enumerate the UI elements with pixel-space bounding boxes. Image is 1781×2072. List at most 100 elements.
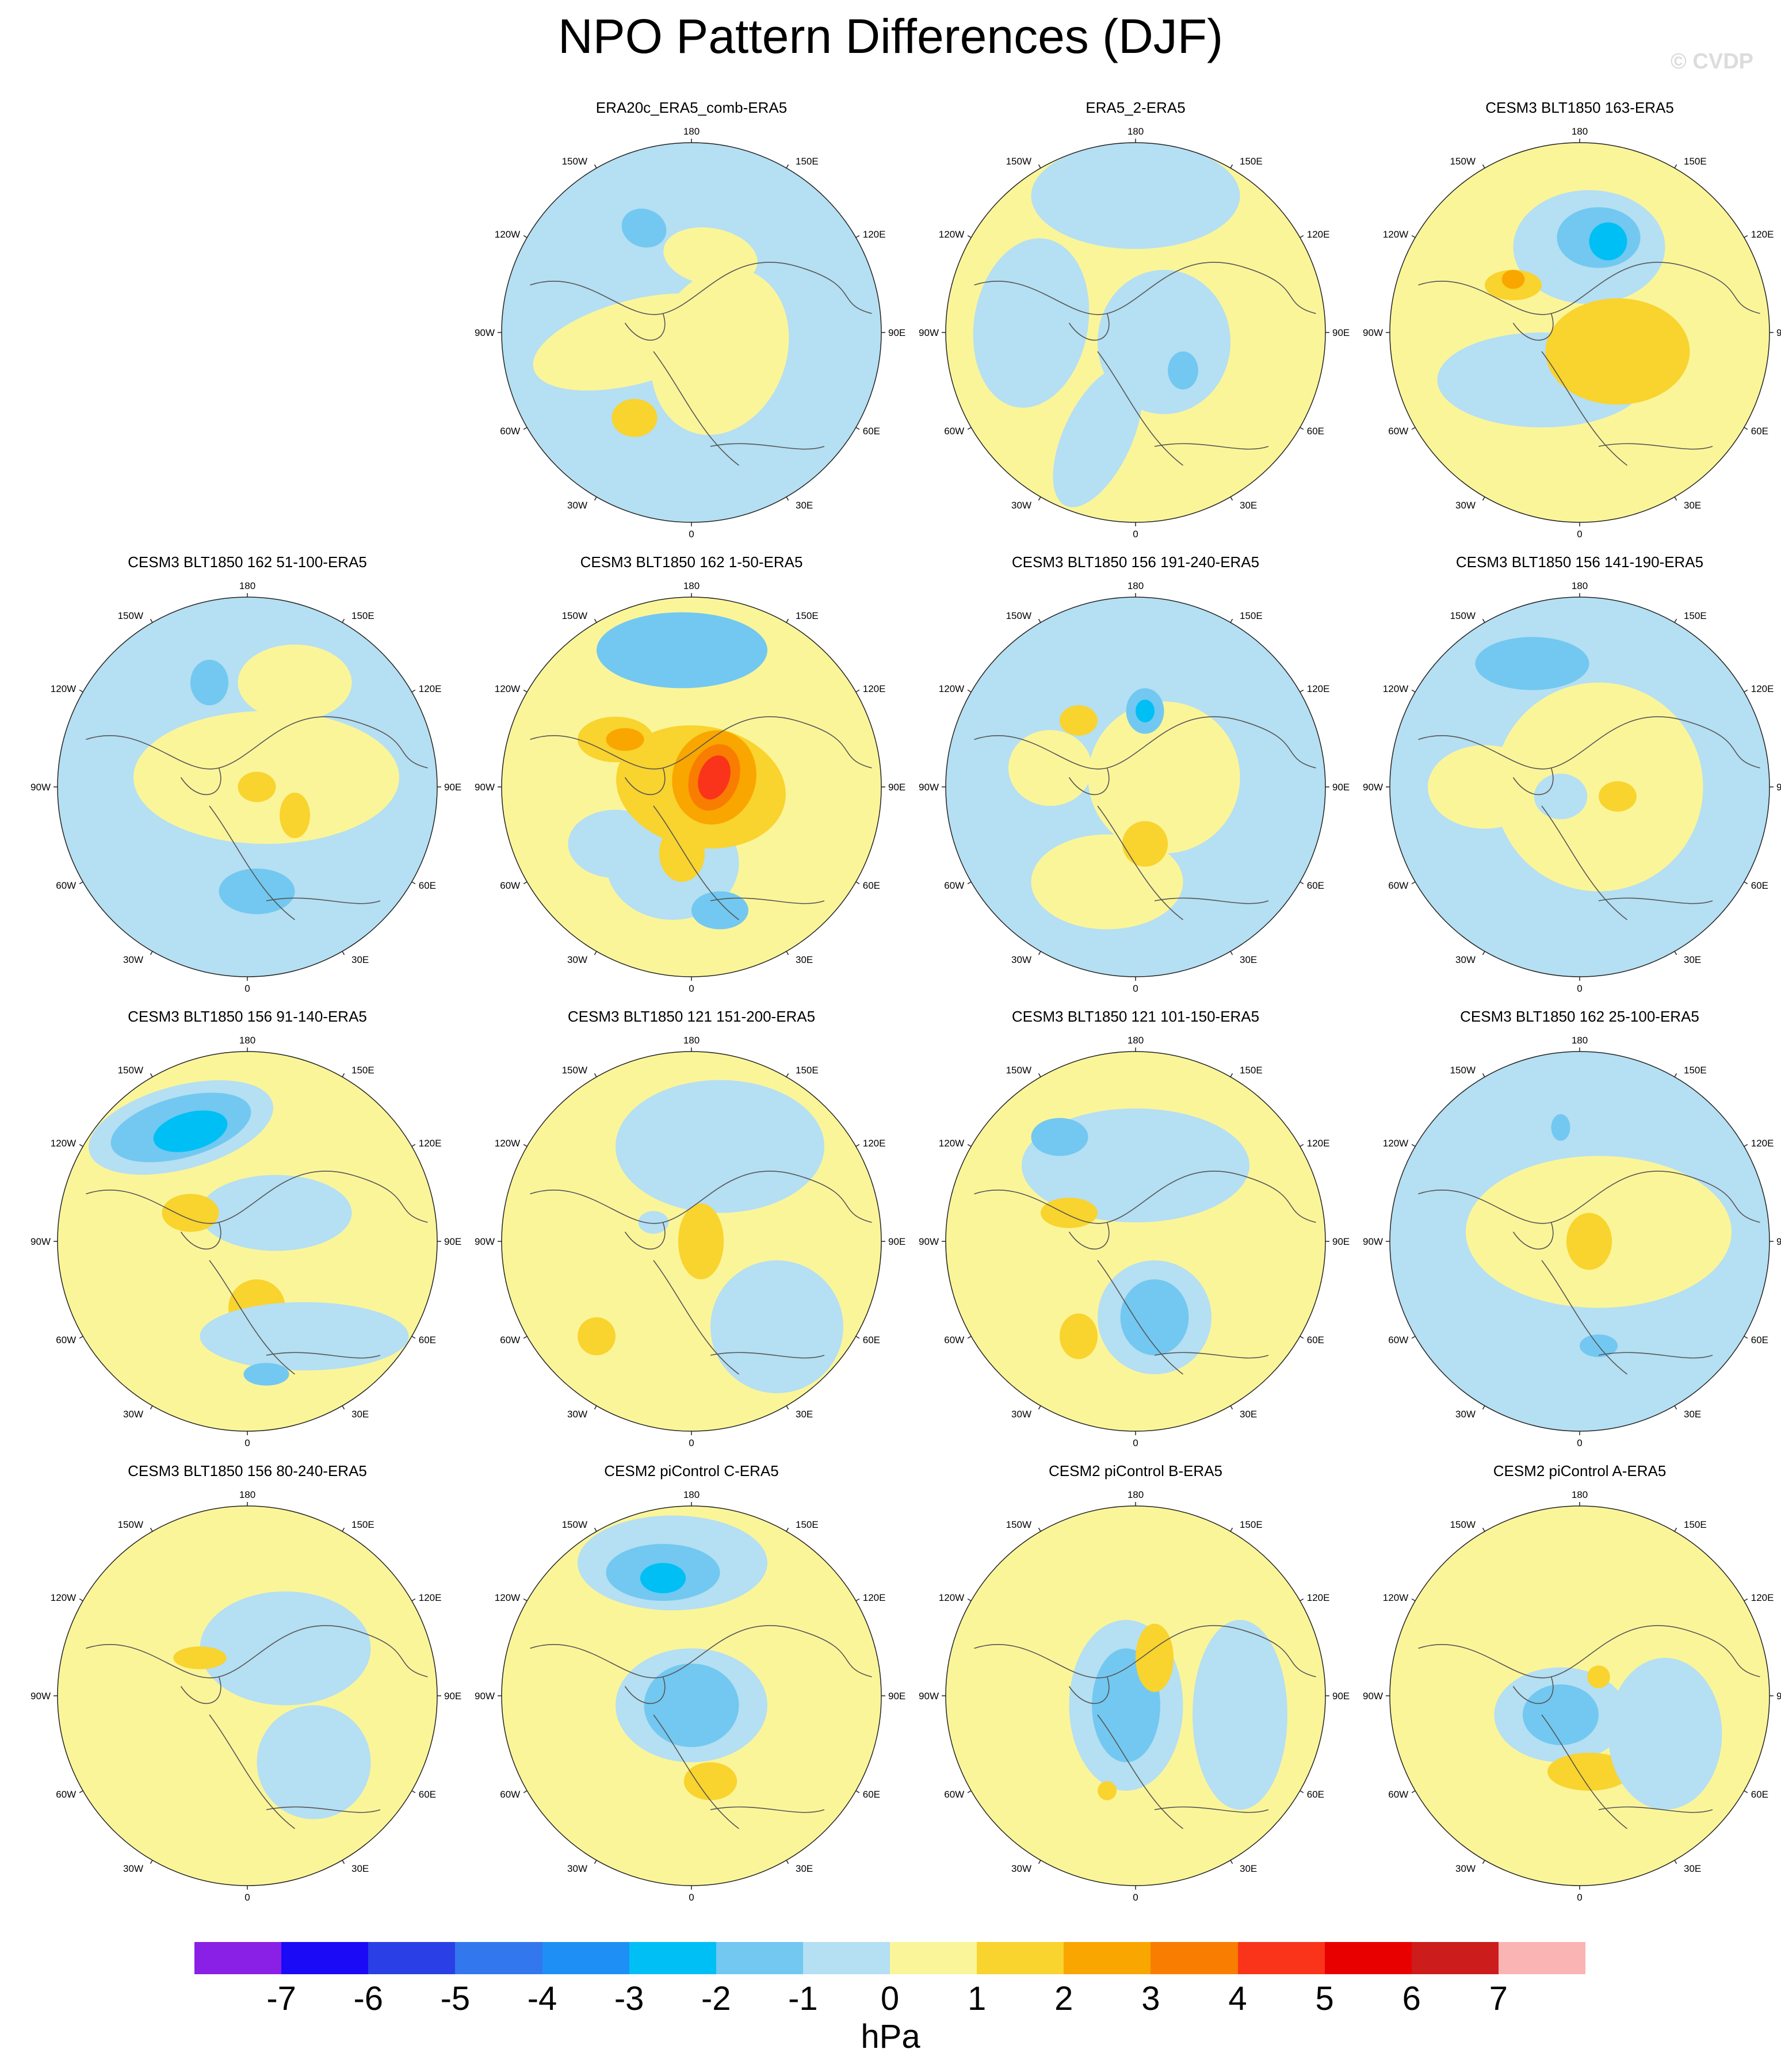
longitude-label: 30W — [123, 1863, 143, 1874]
longitude-tick — [786, 164, 789, 169]
anomaly-contour — [638, 1211, 669, 1234]
colorbar-tick-label: -2 — [701, 1980, 731, 2017]
longitude-label: 150W — [1006, 1519, 1031, 1530]
polar-map: 180 0 150W 150E 120W 120E 90W 90E 60W 60E 30W 30E — [1363, 580, 1781, 994]
polar-map: 180 0 150W 150E 120W 120E 90W 90E 60W 60E 30W 30E — [475, 126, 905, 540]
panel-title: CESM3 BLT1850 163-ERA5 — [1485, 99, 1674, 116]
coastline — [974, 716, 1316, 920]
anomaly-contour — [1534, 773, 1588, 820]
longitude-label: 30W — [1455, 500, 1476, 511]
longitude-label: 120E — [863, 1138, 886, 1149]
longitude-tick — [1230, 1073, 1233, 1077]
longitude-label: 90E — [888, 1236, 905, 1247]
longitude-label: 120E — [1751, 1138, 1774, 1149]
anomaly-contour — [621, 208, 667, 248]
longitude-tick — [523, 1144, 528, 1147]
coastline — [1418, 262, 1760, 466]
longitude-tick — [523, 1598, 528, 1601]
colorbar-tick-label: 0 — [880, 1980, 900, 2017]
anomaly-contour — [1545, 298, 1690, 405]
longitude-label: 180 — [683, 1489, 700, 1500]
coastline — [86, 1625, 428, 1829]
anomaly-contour — [678, 1203, 724, 1279]
anomaly-contour — [1551, 1114, 1570, 1141]
colorbar-swatch — [542, 1942, 629, 1974]
longitude-label: 30E — [796, 1409, 813, 1420]
longitude-label: 30E — [1684, 954, 1701, 965]
anomaly-contour — [1475, 637, 1589, 690]
longitude-label: 120W — [495, 229, 520, 240]
longitude-label: 120E — [1307, 683, 1330, 694]
colorbar-tick-label: 5 — [1315, 1980, 1334, 2017]
longitude-label: 60E — [1751, 1335, 1768, 1345]
longitude-label: 90W — [475, 1236, 495, 1247]
colorbar-swatch — [455, 1942, 542, 1974]
longitude-tick — [855, 1144, 860, 1147]
longitude-tick — [594, 1527, 597, 1532]
longitude-label: 120E — [1751, 1592, 1774, 1603]
colorbar-tick-label: 4 — [1228, 1980, 1247, 2017]
longitude-label: 90W — [919, 1236, 939, 1247]
longitude-label: 90W — [30, 1691, 51, 1702]
anomaly-contour — [153, 1110, 228, 1152]
longitude-tick — [1744, 235, 1748, 238]
anomaly-contour — [659, 825, 705, 882]
longitude-label: 60W — [500, 1789, 520, 1800]
longitude-label: 180 — [239, 1489, 255, 1500]
panel-title: ERA20c_ERA5_comb-ERA5 — [595, 99, 788, 116]
longitude-label: 180 — [1572, 126, 1588, 137]
longitude-tick — [1038, 1405, 1041, 1410]
longitude-tick — [786, 618, 789, 623]
longitude-label: 0 — [1133, 983, 1138, 994]
coastline — [974, 1625, 1316, 1829]
map-panel: CESM3 BLT1850 163-ERA5 180 0 150W 150E 120W 12… — [1361, 98, 1781, 552]
longitude-label: 150E — [1240, 156, 1263, 167]
longitude-label: 60E — [419, 880, 436, 891]
anomaly-contour — [162, 1194, 219, 1232]
longitude-label: 90W — [919, 1691, 939, 1702]
anomaly-contour — [173, 1646, 227, 1669]
longitude-tick — [342, 951, 345, 955]
map-panel: CESM3 BLT1850 156 191-240-ERA5 180 0 150W 15… — [917, 552, 1354, 1007]
colorbar — [194, 1942, 1585, 1974]
longitude-label: 30E — [351, 1409, 369, 1420]
anomaly-contour — [663, 227, 758, 286]
panel-title: CESM3 BLT1850 156 141-190-ERA5 — [1455, 553, 1704, 571]
polar-map: 180 0 150W 150E 120W 120E 90W 90E 60W 60E 30W 30E — [1363, 1489, 1781, 1903]
panel-title: CESM3 BLT1850 156 80-240-ERA5 — [128, 1462, 367, 1480]
longitude-label: 90W — [30, 782, 51, 793]
longitude-label: 120E — [419, 683, 442, 694]
longitude-tick — [855, 881, 860, 885]
longitude-tick — [342, 618, 345, 623]
longitude-label: 30W — [567, 1409, 587, 1420]
longitude-label: 120W — [51, 683, 76, 694]
longitude-tick — [1411, 689, 1416, 693]
longitude-label: 0 — [1133, 1438, 1138, 1448]
longitude-tick — [150, 1073, 153, 1077]
anomaly-contour — [200, 1302, 409, 1371]
anomaly-contour — [1168, 351, 1198, 389]
longitude-label: 60E — [863, 1335, 880, 1345]
longitude-label: 150E — [1684, 1519, 1707, 1530]
longitude-label: 150E — [1684, 1065, 1707, 1076]
longitude-tick — [594, 496, 597, 501]
longitude-label: 0 — [689, 1438, 694, 1448]
longitude-tick — [79, 1790, 83, 1794]
longitude-label: 60E — [419, 1789, 436, 1800]
longitude-tick — [523, 427, 528, 430]
longitude-tick — [1482, 1073, 1485, 1077]
longitude-tick — [594, 618, 597, 623]
longitude-tick — [150, 1860, 153, 1864]
longitude-label: 90W — [1363, 327, 1383, 338]
longitude-label: 150W — [1006, 156, 1031, 167]
longitude-label: 90W — [919, 327, 939, 338]
colorbar-swatch — [1324, 1942, 1412, 1974]
longitude-tick — [1744, 1790, 1748, 1794]
anomaly-contour — [1060, 705, 1098, 736]
figure-title: NPO Pattern Differences (DJF) — [557, 9, 1224, 63]
colorbar-swatch — [1411, 1942, 1499, 1974]
longitude-tick — [1230, 618, 1233, 623]
longitude-label: 30W — [567, 1863, 587, 1874]
coastline — [1418, 716, 1760, 920]
longitude-tick — [411, 689, 416, 693]
